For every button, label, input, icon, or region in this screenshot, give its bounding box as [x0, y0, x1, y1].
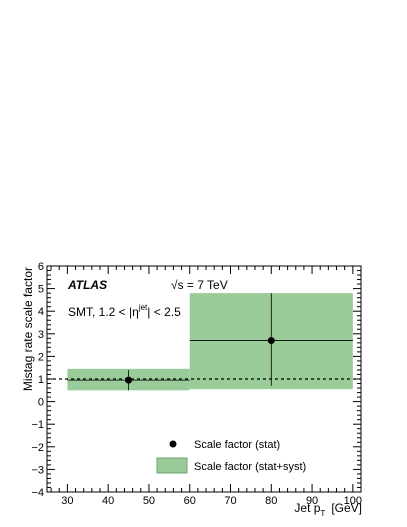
x-tick-label: 100	[344, 495, 362, 507]
data-point-2	[267, 337, 275, 345]
x-tick-label: 90	[306, 495, 318, 507]
x-tick-label: 50	[143, 495, 155, 507]
x-tick-label: 60	[184, 495, 196, 507]
x-axis-label-sub: T	[320, 509, 325, 518]
y-tick-label: −3	[31, 464, 44, 476]
x-axis-label: Jet pT [GeV]	[294, 501, 362, 518]
x-tick-label: 70	[224, 495, 236, 507]
selection-suffix: | < 2.5	[147, 305, 181, 319]
selection-label: SMT, 1.2 < |ηjet| < 2.5	[68, 303, 181, 319]
legend-stat-label: Scale factor (stat)	[194, 439, 280, 451]
x-axis-label-unit: [GeV]	[331, 501, 362, 515]
selection-superscript: jet	[138, 303, 148, 312]
y-tick-label: 2	[38, 351, 44, 363]
axis-ticks: 30 40 50 60 70 80 90 100 −4 −3 −2 −1 0 1 2 3 4 5 6	[31, 261, 362, 507]
y-axis-label: Mistag rate scale factor	[21, 267, 35, 391]
x-tick-label: 80	[265, 495, 277, 507]
legend-syst-label: Scale factor (stat+syst)	[194, 461, 306, 473]
x-tick-label: 30	[61, 495, 73, 507]
y-tick-label: 5	[38, 284, 44, 296]
y-tick-label: −1	[31, 419, 44, 431]
legend-marker	[169, 440, 177, 448]
legend-band-swatch	[156, 457, 188, 474]
data-points	[67, 293, 353, 391]
atlas-label: ATLAS	[67, 278, 107, 292]
x-tick-label: 40	[102, 495, 114, 507]
y-tick-label: −4	[31, 487, 44, 499]
y-tick-label: 6	[38, 261, 44, 273]
y-tick-label: 3	[38, 329, 44, 341]
y-tick-label: 4	[38, 306, 44, 318]
energy-label: √s = 7 TeV	[171, 278, 228, 292]
y-tick-label: 1	[38, 374, 44, 386]
selection-prefix: SMT, 1.2 < |η	[68, 305, 139, 319]
data-point-1	[125, 376, 133, 384]
y-tick-label: −2	[31, 442, 44, 454]
x-axis-label-main: Jet p	[294, 501, 320, 515]
y-tick-label: 0	[38, 397, 44, 409]
